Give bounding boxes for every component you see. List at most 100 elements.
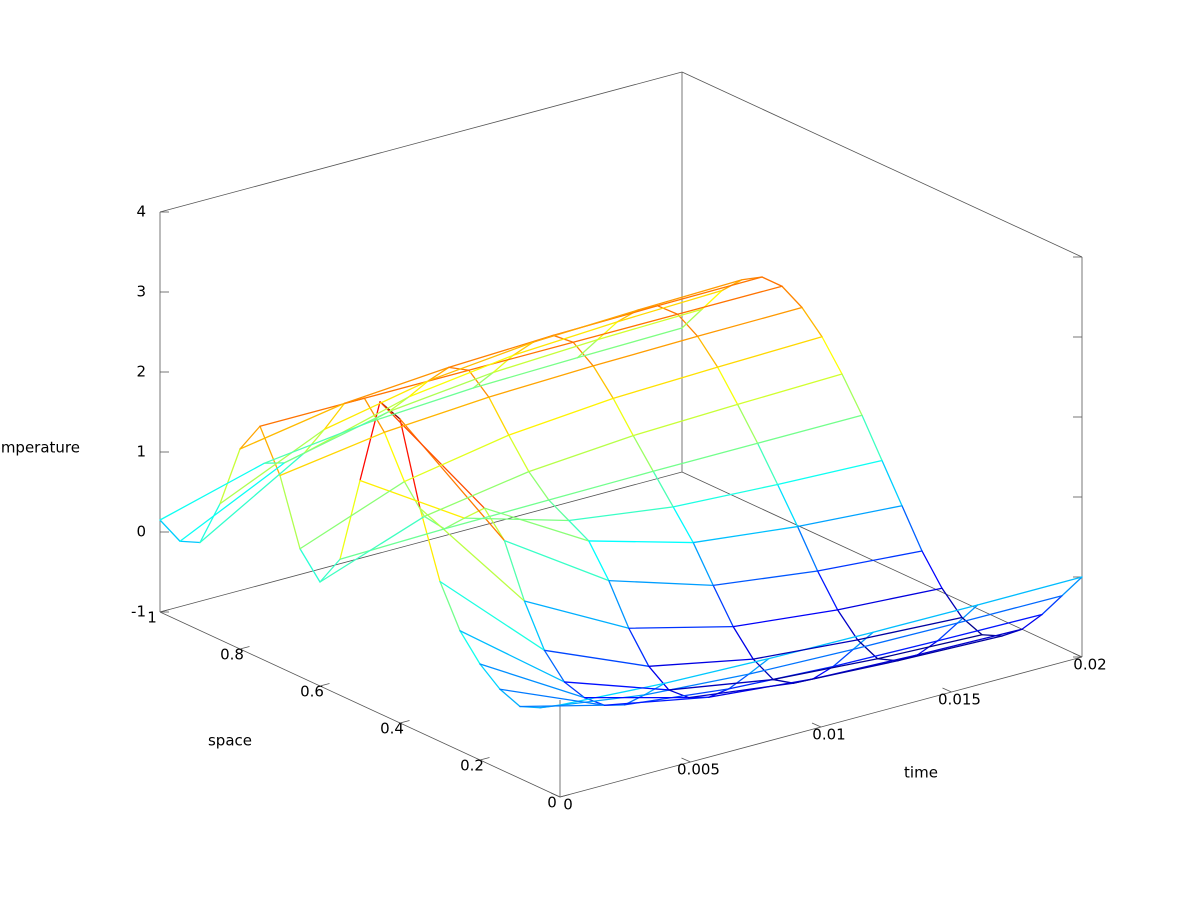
surface-mesh <box>263 421 370 464</box>
surface-mesh <box>712 570 819 587</box>
surface-mesh <box>199 452 306 544</box>
z-tick-label: 3 <box>136 283 146 301</box>
surface-mesh <box>781 285 803 309</box>
surface-mesh <box>756 414 863 444</box>
surface-mesh <box>916 628 1023 656</box>
surface-mesh <box>676 285 783 315</box>
surface-mesh <box>548 499 570 522</box>
surface-mesh <box>732 626 754 660</box>
surface-mesh <box>543 649 650 667</box>
surface-mesh <box>752 658 774 681</box>
surface-mesh <box>628 626 734 629</box>
surface-mesh <box>472 371 494 389</box>
surface-mesh <box>832 648 854 668</box>
surface-mesh <box>603 696 710 706</box>
surface-mesh <box>279 474 301 550</box>
surface-mesh <box>792 660 899 684</box>
y-tick <box>550 792 561 798</box>
surface-mesh <box>856 639 879 660</box>
surface-mesh <box>612 366 719 400</box>
surface-mesh <box>736 403 759 444</box>
surface-mesh <box>752 639 859 660</box>
surface-mesh <box>479 663 586 699</box>
surface-mesh <box>408 379 430 398</box>
surface-mesh <box>692 541 714 587</box>
y-tick <box>942 687 952 693</box>
z-tick-label: 1 <box>136 443 146 461</box>
surface-mesh <box>563 681 586 699</box>
surface-mesh <box>303 396 410 454</box>
surface-mesh <box>408 354 514 398</box>
surface-mesh <box>761 276 783 287</box>
surface-mesh <box>816 550 923 572</box>
surface-mesh <box>492 354 514 374</box>
y-tick <box>1072 652 1083 658</box>
surface-mesh <box>716 336 823 368</box>
surface-mesh <box>652 470 674 508</box>
surface-mesh <box>299 548 321 583</box>
surface-mesh <box>632 403 739 437</box>
surface-mesh <box>179 540 201 544</box>
surface-mesh <box>259 425 281 477</box>
surface-mesh <box>239 425 261 450</box>
y-tick-label: 0.01 <box>812 726 845 744</box>
surface-mesh <box>428 366 450 382</box>
surface-mesh <box>323 402 346 431</box>
surface-mesh <box>801 306 823 338</box>
x-tick-label: 0.6 <box>300 683 324 701</box>
surface-mesh <box>656 305 679 315</box>
surface-mesh <box>439 580 461 632</box>
surface-mesh <box>672 506 694 544</box>
surface-mesh <box>796 505 903 528</box>
surface-mesh <box>728 673 750 690</box>
surface-mesh <box>612 397 634 437</box>
surface-mesh <box>632 434 654 472</box>
surface-mesh <box>592 365 614 400</box>
z-tick-label: 4 <box>136 203 146 221</box>
surface-mesh <box>596 308 703 341</box>
x-tick-label: 0 <box>547 794 557 812</box>
surface-mesh <box>383 431 406 483</box>
surface-mesh <box>239 402 346 450</box>
x-tick <box>319 683 330 687</box>
x-tick-label: 1 <box>147 609 157 627</box>
surface-mesh <box>403 434 510 483</box>
surface-mesh <box>179 462 286 542</box>
surface-mesh <box>459 630 566 683</box>
surface-mesh <box>776 483 799 528</box>
surface-mesh <box>852 622 959 650</box>
y-tick-label: 0.015 <box>938 691 981 709</box>
surface-mesh <box>896 635 1003 662</box>
z-tick-label: 2 <box>136 363 146 381</box>
surface-mesh <box>419 507 441 583</box>
surface-mesh <box>503 539 610 582</box>
base-edge <box>681 471 1083 658</box>
surface-mesh <box>563 681 670 691</box>
surface-mesh <box>576 338 599 359</box>
surface-mesh <box>636 279 743 311</box>
y-tick <box>811 722 822 728</box>
surface-mesh <box>748 657 770 675</box>
surface-mesh <box>443 517 466 530</box>
surface-mesh <box>668 678 774 691</box>
surface-mesh <box>652 442 759 472</box>
surface-mesh <box>841 373 863 416</box>
y-tick-label: 0.02 <box>1073 656 1106 674</box>
surface-mesh <box>816 570 839 611</box>
surface-mesh <box>836 587 943 611</box>
surface-mesh <box>588 540 694 544</box>
surface-mesh <box>219 448 241 505</box>
surface-mesh <box>956 604 979 624</box>
surface-mesh <box>523 600 630 629</box>
base-edge <box>159 471 683 613</box>
x-axis-label: space <box>208 732 252 750</box>
surface-mesh <box>488 396 510 436</box>
surface-mesh <box>339 479 361 560</box>
surface-mesh <box>503 539 526 602</box>
surface-mesh <box>319 515 426 583</box>
surface-mesh <box>648 658 754 667</box>
x-tick <box>399 720 410 724</box>
surface-mesh <box>921 550 943 589</box>
surface-mesh <box>1021 613 1043 630</box>
